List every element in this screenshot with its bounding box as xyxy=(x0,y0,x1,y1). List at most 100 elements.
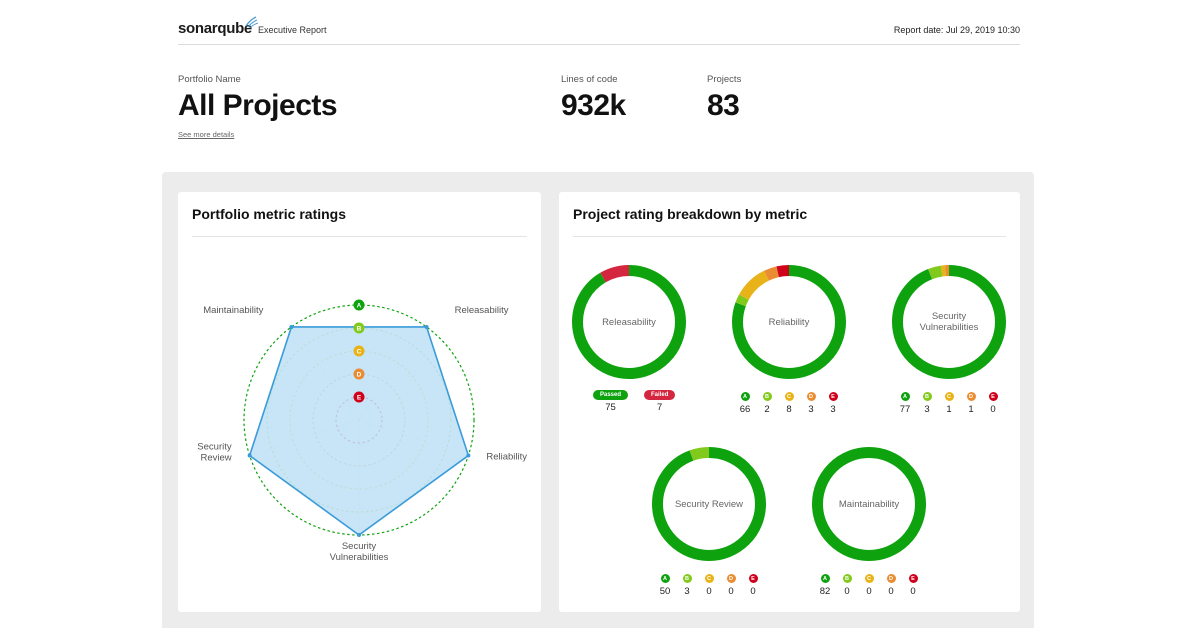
donut-label: Maintainability xyxy=(838,498,900,510)
grade-badge-a xyxy=(353,299,365,311)
legend-count: 3 xyxy=(924,404,930,415)
legend-count: 0 xyxy=(990,404,996,415)
radar-point xyxy=(424,324,429,329)
legend-count: 2 xyxy=(764,404,770,415)
donut-security-review[interactable]: Security Review xyxy=(652,447,766,561)
sonarqube-logo: sonarqube xyxy=(178,20,252,37)
legend-item-a: A 66 xyxy=(734,392,756,415)
donut-security-vulnerabilities[interactable]: Security Vulnerabilities xyxy=(892,265,1006,379)
grade-dot-a: A xyxy=(740,392,750,401)
grade-badge-b xyxy=(353,322,365,334)
legend-count: 77 xyxy=(899,404,911,415)
donut-label: Releasability xyxy=(602,316,656,328)
legend-count: 0 xyxy=(706,586,712,597)
donut-segment-failed xyxy=(572,265,686,379)
legend-count: 3 xyxy=(808,404,814,415)
grade-legend: A 77 B 3 C 1 D 1 E 0 xyxy=(894,392,1004,415)
grade-badge-c xyxy=(353,345,365,357)
grade-dot-a: A xyxy=(820,574,830,583)
donut-reliability[interactable]: Reliability xyxy=(732,265,846,379)
radar-point xyxy=(289,324,294,329)
legend-item-a: A 82 xyxy=(814,574,836,597)
grade-badge-letter: B xyxy=(357,325,362,332)
legend-item-passed: Passed 75 xyxy=(593,390,629,413)
report-header: sonarqube Executive Report Report date: … xyxy=(178,16,1020,45)
legend-count: 75 xyxy=(605,402,616,413)
projects-value: 83 xyxy=(707,89,740,122)
donut-chart xyxy=(732,265,846,379)
donut-label: Security Review xyxy=(674,498,744,510)
legend-count: 0 xyxy=(844,586,850,597)
legend-count: 3 xyxy=(830,404,836,415)
rating-breakdown-card: Project rating breakdown by metric Relea… xyxy=(559,192,1020,612)
grade-dot-c: C xyxy=(784,392,794,401)
radar-point xyxy=(357,533,361,537)
radar-axis-label: Security Review xyxy=(197,442,232,464)
portfolio-name-label: Portfolio Name xyxy=(178,74,241,85)
lines-of-code-value: 932k xyxy=(561,89,626,122)
grade-badge-letter: C xyxy=(357,348,362,355)
radar-axis-label: Reliability xyxy=(486,452,527,463)
report-subtitle: Executive Report xyxy=(258,25,327,35)
radar-polygon xyxy=(248,326,470,536)
legend-count: 7 xyxy=(657,402,663,413)
donut-maintainability[interactable]: Maintainability xyxy=(812,447,926,561)
dashboard-panel-area: Portfolio metric ratings A B C D E Releasabil… xyxy=(162,172,1034,628)
passed-badge: Passed xyxy=(593,390,629,400)
rating-breakdown-title: Project rating breakdown by metric xyxy=(573,206,808,222)
card-divider xyxy=(192,236,527,237)
grade-dot-b: B xyxy=(682,574,692,583)
grade-dot-e: E xyxy=(908,574,918,583)
grade-dot-a: A xyxy=(900,392,910,401)
legend-count: 1 xyxy=(968,404,974,415)
grade-dot-c: C xyxy=(944,392,954,401)
grade-dot-d: D xyxy=(806,392,816,401)
grade-dot-e: E xyxy=(988,392,998,401)
grade-dot-b: B xyxy=(842,574,852,583)
radar-axis-label: Security Vulnerabilities xyxy=(330,541,389,563)
radar-point xyxy=(466,453,471,458)
legend-count: 0 xyxy=(866,586,872,597)
portfolio-ratings-card: Portfolio metric ratings A B C D E Releasabil… xyxy=(178,192,541,612)
donut-chart xyxy=(892,265,1006,379)
radar-axis-label: Maintainability xyxy=(203,305,263,316)
legend-item-failed: Failed 7 xyxy=(644,390,676,413)
donut-segment-d xyxy=(892,265,1006,379)
see-more-details-link[interactable]: See more details xyxy=(178,130,235,139)
grade-dot-d: D xyxy=(886,574,896,583)
grade-legend: A 66 B 2 C 8 D 3 E 3 xyxy=(734,392,844,415)
legend-count: 1 xyxy=(946,404,952,415)
donut-chart xyxy=(652,447,766,561)
donut-chart xyxy=(812,447,926,561)
legend-item-a: A 77 xyxy=(894,392,916,415)
grade-legend: A 50 B 3 C 0 D 0 E 0 xyxy=(654,574,764,597)
legend-count: 3 xyxy=(684,586,690,597)
legend-count: 0 xyxy=(728,586,734,597)
radar-axis-label: Releasability xyxy=(455,305,509,316)
donut-releasability[interactable]: Releasability xyxy=(572,265,686,379)
sonar-wave-icon xyxy=(245,16,258,28)
grade-badge-letter: E xyxy=(357,394,362,401)
legend-count: 50 xyxy=(659,586,671,597)
grade-badge-letter: D xyxy=(357,371,362,378)
grade-dot-d: D xyxy=(726,574,736,583)
legend-count: 8 xyxy=(786,404,792,415)
grade-legend: A 82 B 0 C 0 D 0 E 0 xyxy=(814,574,924,597)
grade-dot-b: B xyxy=(922,392,932,401)
projects-label: Projects xyxy=(707,74,742,85)
donut-segment-a xyxy=(812,447,926,561)
grade-dot-e: E xyxy=(828,392,838,401)
grade-dot-a: A xyxy=(660,574,670,583)
lines-of-code-label: Lines of code xyxy=(561,74,618,85)
failed-badge: Failed xyxy=(644,390,676,400)
